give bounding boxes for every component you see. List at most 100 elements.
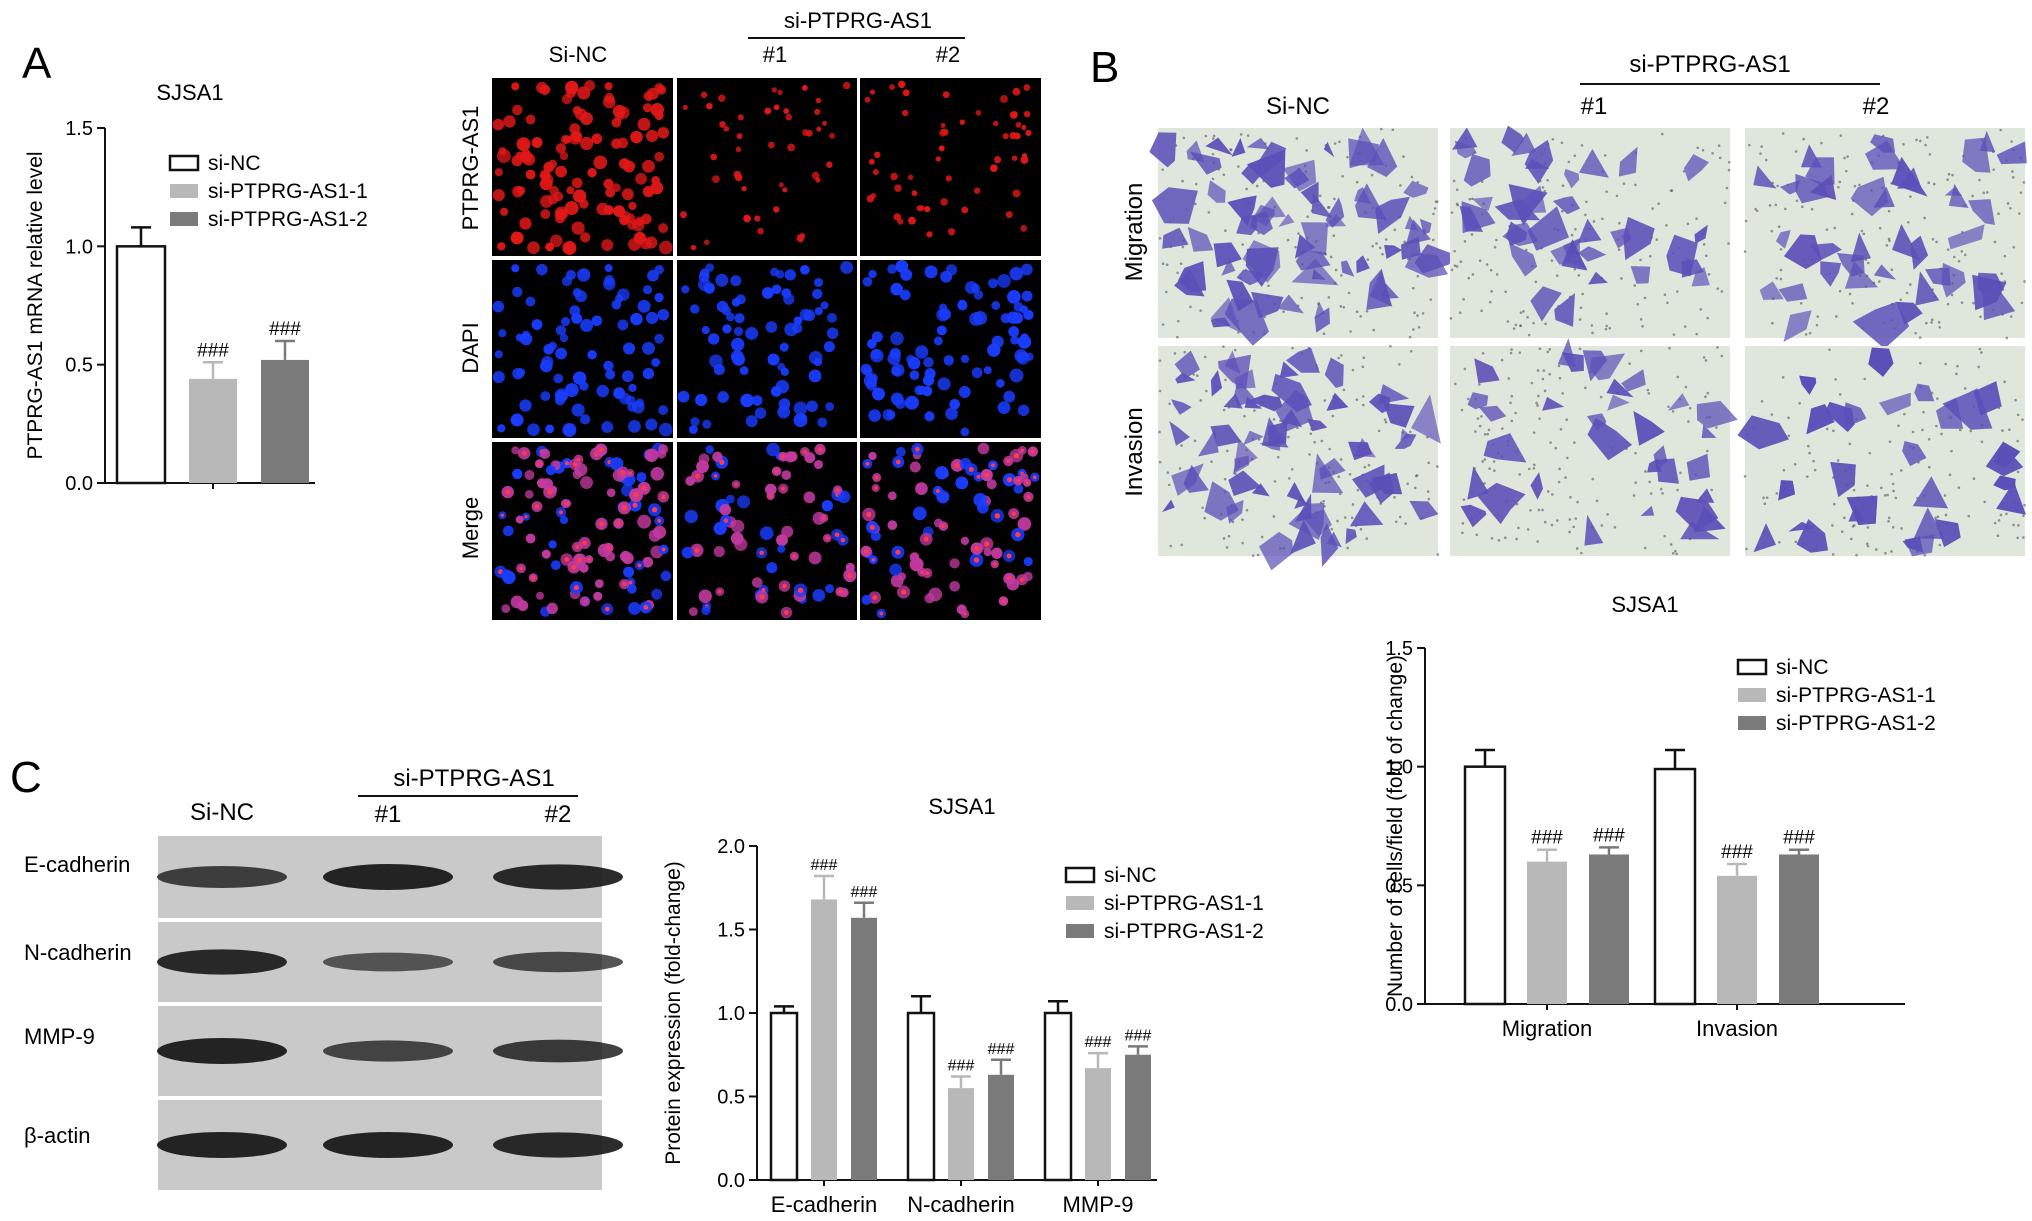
cell-nucleus: [975, 109, 982, 116]
membrane-pore: [1874, 548, 1878, 551]
if-row-label-ptprg: PTPRG-AS1: [458, 106, 483, 231]
membrane-pore: [1560, 209, 1564, 213]
cell-nucleus: [541, 549, 551, 559]
membrane-pore: [1245, 508, 1249, 512]
nucleus-highlight: [973, 557, 980, 563]
membrane-pore: [1462, 298, 1465, 301]
membrane-pore: [1946, 302, 1950, 306]
if-group-header: si-PTPRG-AS1: [784, 8, 932, 33]
membrane-pore: [1890, 472, 1893, 476]
membrane-pore: [1641, 325, 1644, 328]
cell-nucleus: [522, 153, 536, 166]
bar: [906, 1011, 936, 1182]
membrane-pore: [1480, 309, 1483, 313]
stained-cell: [1996, 141, 2027, 165]
y-axis-label: Number of cells/field (fold of change): [1384, 655, 1407, 997]
stained-cell: [1233, 438, 1258, 472]
membrane-pore: [1743, 250, 1747, 253]
stained-cell: [1354, 437, 1377, 458]
cell-nucleus: [611, 183, 621, 193]
bar: [1085, 1068, 1111, 1180]
stained-cell: [1394, 433, 1417, 449]
cell-nucleus: [580, 318, 594, 333]
membrane-pore: [1935, 240, 1938, 244]
cell-nucleus: [1009, 110, 1018, 119]
membrane-pore: [1628, 362, 1631, 365]
cell-nucleus: [658, 223, 669, 234]
membrane-pore: [1768, 204, 1772, 207]
cell-nucleus: [911, 190, 918, 197]
cell-nucleus: [603, 360, 614, 372]
cell-nucleus: [890, 172, 898, 181]
bar: [851, 917, 877, 1180]
bar: [1125, 1054, 1151, 1180]
stained-cell: [1284, 167, 1310, 189]
cell-nucleus: [907, 356, 921, 370]
membrane-pore: [1595, 499, 1599, 503]
membrane-pore: [1774, 203, 1778, 207]
stained-cell: [1656, 458, 1679, 484]
legend-swatch: [170, 184, 198, 198]
membrane-pore: [1538, 347, 1542, 351]
cell-nucleus: [822, 120, 828, 126]
if-image-cell: [677, 260, 857, 438]
cell-nucleus: [510, 595, 524, 609]
nucleus-highlight: [1013, 452, 1020, 459]
cell-nucleus: [826, 327, 839, 340]
membrane-pore: [1433, 207, 1437, 210]
cell-nucleus: [540, 391, 551, 402]
cell-nucleus: [731, 337, 745, 352]
cell-nucleus: [571, 403, 585, 417]
membrane-pore: [1527, 467, 1531, 471]
membrane-pore: [1667, 405, 1670, 409]
stained-cell: [1483, 433, 1527, 463]
cell-nucleus: [643, 91, 654, 102]
cell-nucleus: [572, 189, 587, 203]
membrane-pore: [1340, 274, 1343, 277]
membrane-pore: [1948, 473, 1952, 477]
bar: [261, 359, 309, 483]
cell-nucleus: [813, 277, 824, 288]
membrane-pore: [1483, 432, 1487, 436]
membrane-pore: [1569, 495, 1572, 499]
membrane-pore: [1169, 544, 1173, 548]
membrane-pore: [1347, 291, 1351, 295]
stained-cell: [1753, 165, 1777, 189]
cell-nucleus: [891, 366, 901, 376]
membrane-pore: [1327, 296, 1331, 299]
stained-cell: [1509, 242, 1538, 277]
membrane-pore: [1260, 535, 1264, 539]
nucleus-highlight: [968, 466, 974, 473]
nucleus-highlight: [575, 544, 580, 550]
cell-nucleus: [1012, 189, 1021, 198]
cell-nucleus: [654, 151, 665, 162]
membrane-pore: [1194, 202, 1197, 206]
cell-nucleus: [771, 87, 778, 93]
stained-cell: [1460, 504, 1487, 528]
stained-cell: [1590, 353, 1626, 381]
cell-nucleus: [800, 264, 810, 275]
nucleus-highlight: [1020, 448, 1025, 453]
membrane-pore: [1412, 328, 1415, 331]
membrane-pore: [1501, 427, 1504, 430]
cell-nucleus: [909, 370, 920, 381]
membrane-pore: [1572, 525, 1575, 529]
membrane-pore: [1532, 321, 1535, 325]
membrane-pore: [1963, 387, 1967, 390]
cell-nucleus: [808, 551, 822, 565]
membrane-pore: [1402, 155, 1405, 158]
cell-nucleus: [895, 446, 906, 457]
stained-cell: [1325, 197, 1345, 228]
membrane-pore: [1617, 248, 1621, 251]
membrane-pore: [1535, 401, 1538, 405]
cell-nucleus: [703, 239, 710, 246]
cell-nucleus: [890, 331, 904, 346]
membrane-pore: [1911, 430, 1915, 434]
membrane-pore: [1297, 232, 1300, 235]
membrane-pore: [1605, 312, 1608, 316]
stained-cell: [1925, 267, 1951, 286]
significance-label: ###: [197, 340, 229, 361]
stained-cell: [1221, 258, 1236, 276]
nucleus-highlight: [564, 556, 570, 563]
membrane-pore: [1481, 351, 1485, 355]
